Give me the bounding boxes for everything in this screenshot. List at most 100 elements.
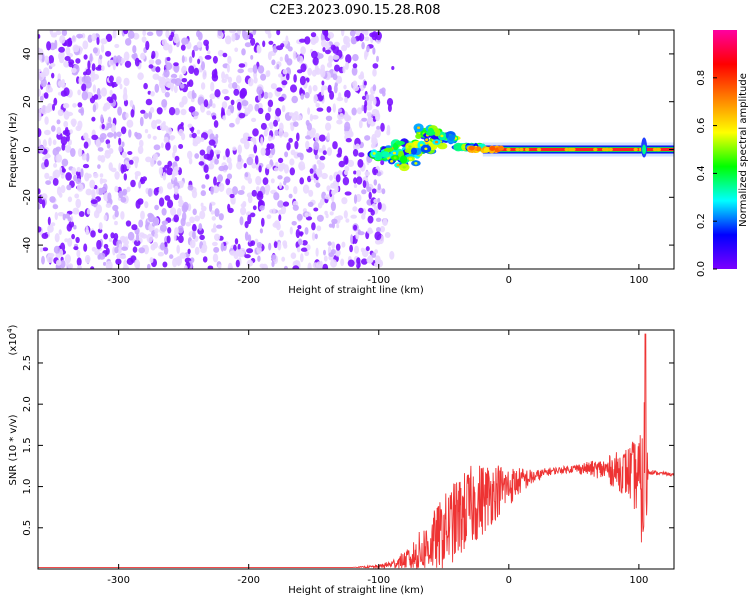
- noise-speckle: [123, 87, 128, 97]
- noise-speckle: [254, 238, 259, 244]
- noise-speckle: [96, 37, 100, 45]
- noise-speckle: [311, 115, 319, 120]
- noise-speckle: [191, 132, 197, 139]
- noise-speckle: [272, 222, 280, 228]
- noise-speckle: [66, 134, 70, 142]
- noise-speckle: [157, 76, 162, 81]
- noise-speckle: [299, 89, 306, 96]
- noise-speckle: [52, 103, 55, 111]
- noise-speckle: [300, 93, 305, 100]
- colorbar-gradient: [713, 30, 737, 269]
- scintillation-core: [408, 157, 413, 161]
- noise-speckle: [201, 205, 207, 212]
- noise-speckle: [250, 37, 256, 46]
- noise-speckle: [139, 178, 146, 185]
- noise-speckle: [134, 57, 140, 67]
- noise-speckle: [54, 211, 58, 221]
- noise-speckle: [311, 69, 317, 77]
- noise-speckle: [312, 84, 318, 92]
- noise-speckle: [120, 196, 127, 203]
- noise-speckle: [52, 147, 60, 156]
- noise-speckle: [147, 133, 152, 139]
- noise-speckle: [211, 216, 216, 221]
- noise-speckle: [210, 210, 215, 215]
- transition-blob: [483, 147, 490, 153]
- scintillation-core: [390, 160, 394, 163]
- scintillation-blob: [383, 147, 394, 152]
- noise-speckle: [227, 76, 233, 84]
- scintillation-core: [417, 126, 421, 129]
- noise-speckle: [252, 64, 258, 74]
- noise-speckle: [38, 72, 45, 81]
- noise-speckle: [306, 122, 312, 131]
- spectrogram-plot-area: [38, 30, 674, 269]
- noise-speckle: [344, 170, 349, 176]
- scintillation-core: [440, 134, 444, 138]
- noise-speckle: [333, 41, 340, 47]
- noise-speckle: [191, 111, 199, 117]
- noise-speckle: [123, 99, 129, 107]
- noise-speckle: [128, 129, 132, 138]
- noise-speckle: [147, 263, 151, 269]
- noise-speckle: [144, 129, 149, 134]
- noise-speckle: [341, 30, 345, 37]
- spectrogram-y-tick-label: 40: [22, 48, 33, 61]
- noise-speckle: [116, 131, 122, 138]
- noise-speckle: [124, 60, 132, 68]
- noise-speckle: [142, 30, 147, 36]
- noise-speckle: [39, 247, 44, 253]
- spectrogram-x-tick-label: -300: [107, 275, 130, 286]
- noise-speckle: [209, 202, 213, 212]
- noise-speckle: [232, 146, 237, 151]
- noise-speckle: [319, 155, 326, 161]
- noise-speckle: [152, 135, 157, 140]
- carrier-bead: [524, 147, 530, 152]
- noise-speckle: [145, 156, 152, 163]
- carrier-bead: [633, 147, 638, 152]
- noise-speckle: [250, 240, 256, 247]
- noise-speckle: [120, 126, 127, 135]
- noise-speckle: [229, 250, 237, 256]
- noise-speckle: [172, 151, 176, 159]
- noise-speckle: [213, 246, 220, 253]
- noise-speckle: [280, 43, 285, 48]
- noise-speckle: [358, 152, 365, 158]
- noise-speckle: [331, 189, 336, 196]
- noise-speckle: [56, 259, 62, 266]
- scintillation-blob: [437, 142, 448, 150]
- noise-speckle: [366, 256, 374, 264]
- noise-speckle: [121, 141, 125, 148]
- noise-speckle: [248, 234, 252, 243]
- snr-y-ticks: 0.5 1.0 1.5 2.0 2.5: [22, 355, 674, 536]
- noise-speckle: [331, 218, 338, 224]
- noise-speckle: [328, 55, 334, 64]
- scintillation-core: [408, 145, 412, 148]
- spectrogram-y-ticks: -40 -20 0 20 40: [22, 48, 674, 253]
- noise-speckle: [177, 225, 184, 234]
- noise-speckle: [262, 177, 269, 186]
- noise-speckle: [203, 99, 209, 108]
- noise-speckle: [278, 73, 283, 78]
- noise-speckle: [179, 180, 185, 187]
- colorbar-tick-label: 0.8: [696, 70, 707, 86]
- noise-speckle: [105, 50, 112, 57]
- noise-speckle: [361, 189, 367, 195]
- noise-speckle: [283, 243, 288, 249]
- noise-speckle: [48, 137, 52, 147]
- noise-speckle: [222, 115, 227, 121]
- noise-speckle: [256, 45, 262, 54]
- noise-speckle: [51, 72, 55, 79]
- noise-speckle: [355, 143, 361, 150]
- noise-speckle: [269, 121, 274, 130]
- noise-speckle: [242, 201, 247, 207]
- noise-speckle: [225, 148, 230, 158]
- noise-speckle: [288, 137, 293, 143]
- noise-speckle: [143, 82, 148, 90]
- noise-speckle: [293, 121, 299, 127]
- noise-speckle: [260, 136, 264, 146]
- noise-speckle: [173, 62, 179, 67]
- noise-speckle: [194, 136, 202, 145]
- noise-speckle: [349, 30, 356, 37]
- noise-speckle: [313, 141, 319, 151]
- noise-speckle: [106, 122, 113, 129]
